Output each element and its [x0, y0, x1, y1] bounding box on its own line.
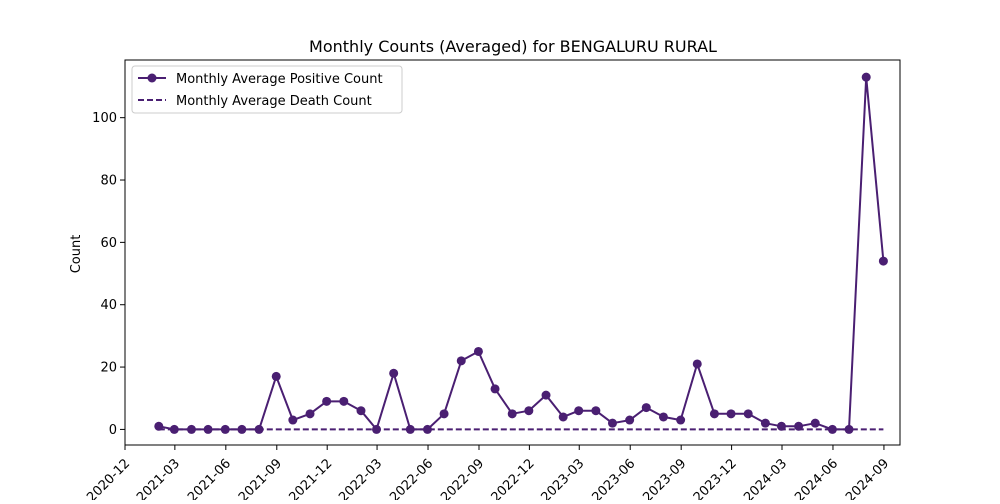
positive-count-point: [641, 403, 651, 413]
positive-count-point: [827, 424, 837, 434]
positive-count-point: [743, 409, 753, 419]
positive-count-point: [676, 415, 686, 425]
positive-count-point: [558, 412, 568, 422]
positive-count-point: [322, 396, 332, 406]
positive-count-point: [169, 424, 179, 434]
y-tick-label: 40: [100, 298, 117, 313]
positive-count-point: [422, 424, 432, 434]
positive-count-point: [305, 409, 315, 419]
positive-count-point: [524, 406, 534, 416]
legend: Monthly Average Positive Count Monthly A…: [131, 65, 403, 114]
positive-count-point: [356, 406, 366, 416]
positive-count-point: [658, 412, 668, 422]
positive-count-point: [861, 72, 871, 82]
y-tick-label: 60: [100, 236, 117, 251]
positive-count-point: [473, 346, 483, 356]
y-tick-label: 100: [92, 111, 117, 126]
positive-count-point: [844, 424, 854, 434]
positive-count-point: [878, 256, 888, 266]
y-tick-label: 0: [109, 423, 117, 438]
positive-count-point: [490, 384, 500, 394]
positive-count-point: [339, 396, 349, 406]
positive-count-point: [405, 424, 415, 434]
positive-count-point: [288, 415, 298, 425]
positive-count-point: [389, 368, 399, 378]
y-axis-label: Count: [69, 235, 84, 274]
positive-count-point: [607, 418, 617, 428]
positive-count-point: [625, 415, 635, 425]
positive-count-point: [456, 356, 466, 366]
y-tick-label: 20: [100, 361, 117, 376]
y-axis: 0 20 40 60 80 100: [92, 111, 125, 438]
plot-area: [124, 59, 901, 446]
legend-label-positive: Monthly Average Positive Count: [176, 72, 383, 87]
chart-title: Monthly Counts (Averaged) for BENGALURU …: [309, 37, 717, 56]
positive-count-point: [591, 406, 601, 416]
positive-count-point: [271, 371, 281, 381]
positive-count-point: [574, 406, 584, 416]
positive-count-point: [692, 359, 702, 369]
positive-count-point: [726, 409, 736, 419]
positive-count-point: [507, 409, 517, 419]
positive-count-point: [810, 418, 820, 428]
y-tick-label: 80: [100, 174, 117, 189]
legend-marker-positive: [147, 73, 157, 83]
positive-count-point: [541, 390, 551, 400]
positive-count-point: [760, 418, 770, 428]
legend-box: [131, 65, 403, 114]
positive-count-point: [709, 409, 719, 419]
legend-label-death: Monthly Average Death Count: [176, 94, 372, 109]
series-layer: [154, 72, 888, 434]
positive-count-point: [439, 409, 449, 419]
